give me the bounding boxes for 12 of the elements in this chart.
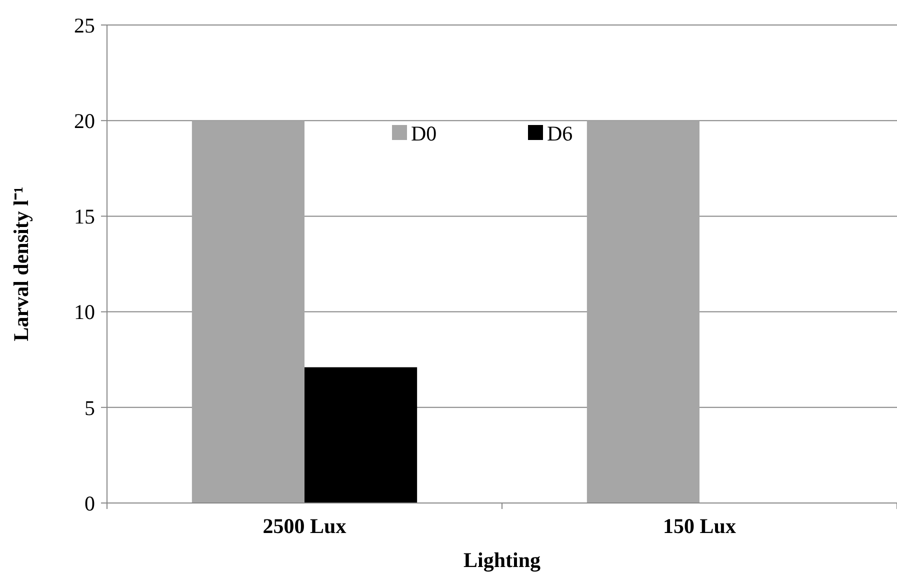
x-axis-title: Lighting [463, 548, 542, 572]
y-tick-label: 25 [74, 13, 95, 38]
legend-label: D0 [411, 121, 437, 146]
y-tick-label: 15 [74, 204, 95, 229]
y-tick-label: 5 [84, 396, 95, 420]
x-tick-label: 150 Lux [663, 514, 736, 538]
x-tick-label: 2500 Lux [262, 514, 347, 538]
y-tick-label: 0 [84, 491, 95, 516]
legend-label: D6 [547, 121, 573, 146]
y-axis-title: Larval density l⁻¹ [9, 186, 33, 342]
y-tick-label: 10 [74, 300, 95, 324]
y-tick-label: 20 [74, 108, 95, 133]
